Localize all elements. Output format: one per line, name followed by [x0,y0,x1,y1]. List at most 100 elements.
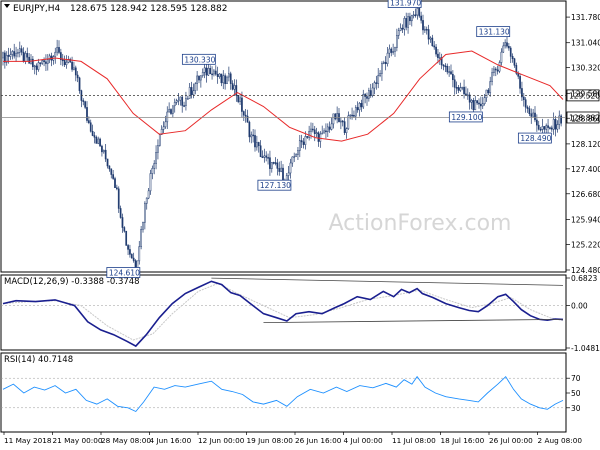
candle-body [88,120,90,123]
price-axis-tick-label: 130.320 [571,64,600,73]
candle-body [300,140,303,143]
candle-body [2,52,4,59]
candle-body [123,227,126,232]
candle-body [144,203,146,223]
candle-body [438,57,441,59]
candle-body [480,103,482,107]
candle-body [73,67,75,70]
candle-body [340,120,342,123]
candle-body [289,162,292,174]
candle-body [360,103,363,108]
price-annotation-label: 131.130 [479,28,510,37]
candle-body [231,83,234,90]
candle-body [185,98,187,106]
candle-body [155,152,157,164]
price-axis-tick-label: 126.680 [571,190,600,199]
candle-body [312,128,314,131]
candle-body [26,53,29,58]
candle-body [420,15,422,21]
price-annotation: 131.970 [387,0,422,8]
rsi-layer [1,375,566,413]
candle-body [304,136,307,145]
candle-body [354,107,357,117]
candle-body [168,109,170,113]
candle-body [32,58,34,68]
candle-body [330,123,333,130]
candle-body [228,73,230,78]
candle-body [5,55,8,63]
candle-body [192,90,195,95]
candle-body [558,115,561,125]
candle-body [61,59,64,62]
candle-body [140,229,142,247]
candle-body [33,65,36,68]
candle-body [313,129,316,134]
candle-body [528,108,531,115]
candle-body [205,67,208,76]
candle-body [166,111,169,123]
candle-body [455,87,458,89]
ohlc-values: 128.675 128.942 128.595 128.882 [70,4,227,14]
price-axis-tick-label: 128.120 [571,140,600,149]
candle-body [117,188,120,209]
candle-body [37,62,40,70]
candle-body [151,168,154,174]
candle-body [334,113,337,120]
candle-body [248,121,251,138]
price-annotation-label: 124.610 [109,268,140,277]
candle-body [461,86,464,89]
candle-body [63,59,66,66]
candle-body [325,130,327,133]
candle-body [369,90,372,96]
candle-body [341,120,344,123]
candle-body [452,73,454,81]
candle-body [437,53,439,58]
price-header: EURJPY,H4 128.675 128.942 128.595 128.88… [4,4,227,14]
time-axis-tick-label: 26 Jun 16:00 [295,436,342,445]
candle-body [343,121,346,133]
price-annotation-box [387,0,422,8]
macd-axis-tick-label: 0.6823 [571,274,597,283]
candle-body [298,140,301,151]
candle-body [99,138,101,147]
candle-body [108,165,111,170]
candle-body [190,87,193,95]
candle-body [470,100,473,103]
candle-body [41,60,44,64]
candle-body [381,63,383,74]
time-axis-tick-label: 18 Jul 16:00 [441,436,485,445]
price-annotation-box [517,132,552,144]
macd-axis-tick-label: -1.0481 [571,344,600,353]
candle-body [213,70,215,75]
candle-body [129,249,131,255]
candle-body [472,100,475,111]
candle-body [336,113,338,120]
candle-body [382,62,385,64]
time-axis-tick-label: 12 Jun 00:00 [198,436,245,445]
price-axis-tick-label: 131.040 [571,39,600,48]
candle-body [394,47,396,52]
candle-body [347,115,350,129]
candle-body [188,87,191,99]
candle-body [179,96,182,101]
dropdown-triangle-icon [4,4,10,8]
candle-body [390,48,393,53]
candle-body [386,52,389,64]
candle-body [158,134,161,146]
candle-body [517,73,520,77]
candle-body [175,100,178,103]
candle-body [515,65,518,74]
candle-body [422,20,424,31]
candle-body [24,53,27,62]
price-level-tag-box [566,111,600,124]
candle-body [356,107,359,111]
candle-body [519,76,521,89]
candle-body [39,62,42,64]
price-level-tag: 129.520 [566,89,600,102]
axis-layer: 129.520 128.882 124.480 125.220 125.940 126.6… [3,13,600,445]
candle-body [4,52,6,63]
candle-body [203,67,206,73]
candle-body [15,52,17,57]
candle-body [149,173,152,192]
